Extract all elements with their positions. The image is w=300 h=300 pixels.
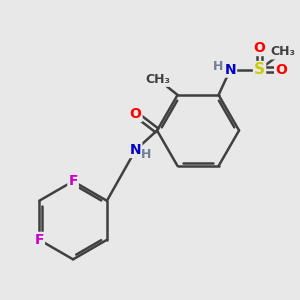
Text: N: N: [224, 63, 236, 76]
Text: S: S: [254, 62, 265, 77]
Text: CH₃: CH₃: [146, 73, 170, 86]
Text: N: N: [130, 143, 141, 157]
Text: O: O: [130, 107, 142, 121]
Text: H: H: [213, 60, 223, 73]
Text: CH₃: CH₃: [271, 46, 296, 59]
Text: F: F: [34, 233, 44, 247]
Text: O: O: [254, 41, 266, 55]
Text: H: H: [141, 148, 152, 161]
Text: O: O: [275, 63, 287, 76]
Text: F: F: [68, 174, 78, 188]
